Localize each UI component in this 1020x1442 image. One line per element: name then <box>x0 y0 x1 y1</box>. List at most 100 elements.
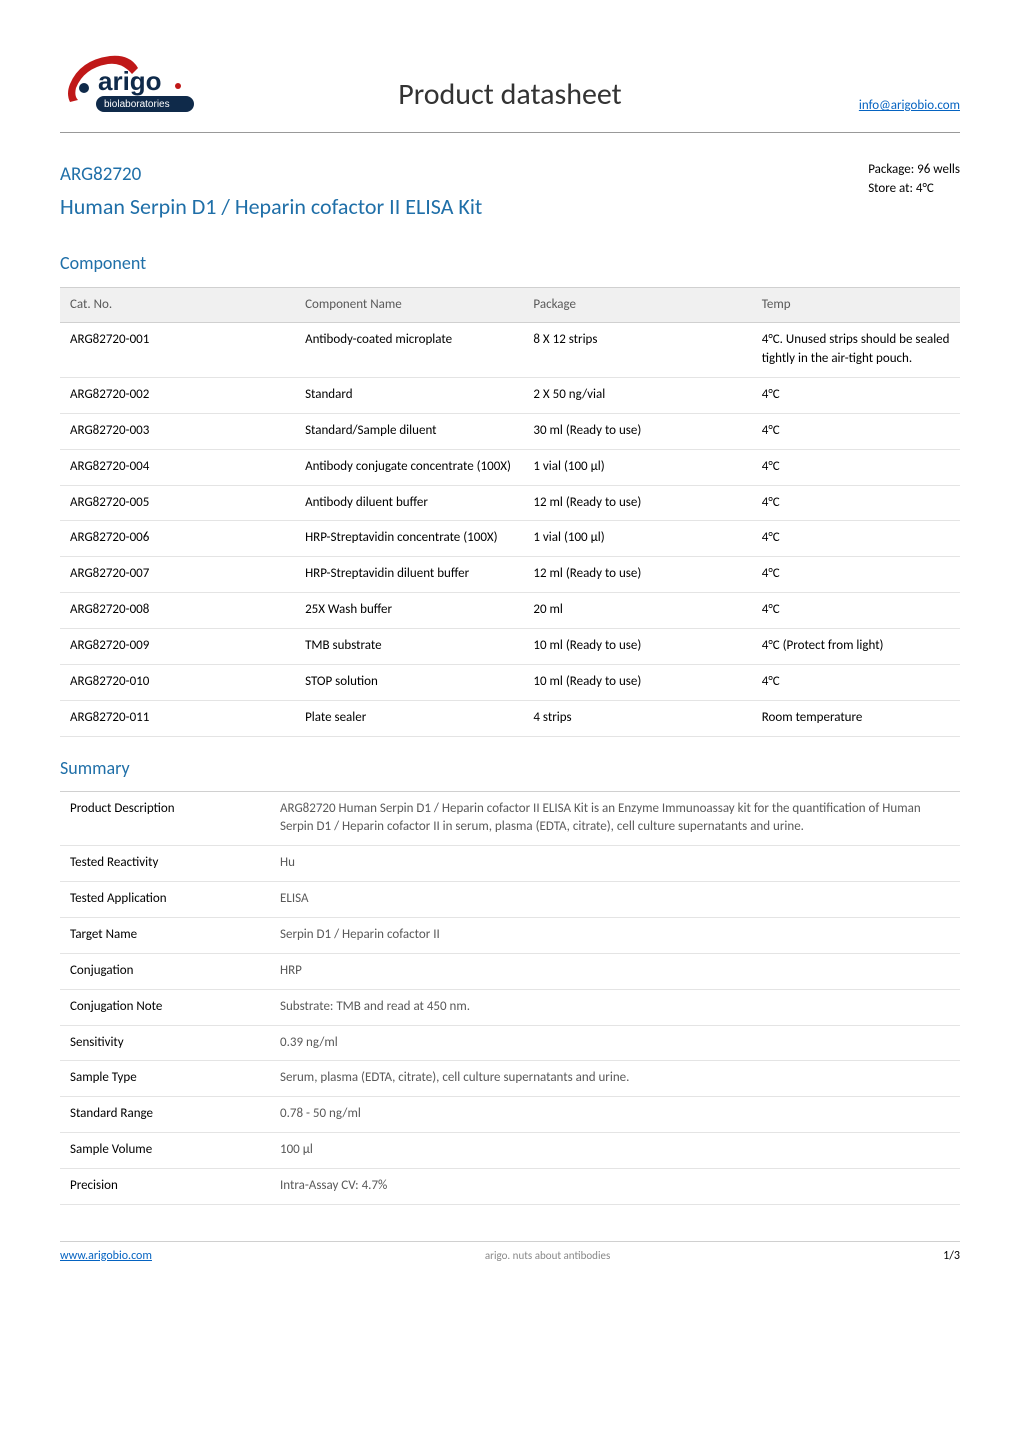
summary-value: 0.39 ng/ml <box>270 1025 960 1061</box>
table-cell: 10 ml (Ready to use) <box>523 664 751 700</box>
table-row: ARG82720-011Plate sealer4 stripsRoom tem… <box>60 700 960 736</box>
product-title-block: ARG82720 Human Serpin D1 / Heparin cofac… <box>60 161 482 222</box>
table-row: Sample Volume100 µl <box>60 1133 960 1169</box>
summary-label: Tested Reactivity <box>60 846 270 882</box>
table-cell: 20 ml <box>523 593 751 629</box>
table-row: ARG82720-00825X Wash buffer20 ml4°C <box>60 593 960 629</box>
page-header: arigo biolaboratories Product datasheet … <box>60 50 960 133</box>
table-cell: TMB substrate <box>295 628 523 664</box>
table-row: Product DescriptionARG82720 Human Serpin… <box>60 791 960 846</box>
table-cell: 4 strips <box>523 700 751 736</box>
table-cell: 4°C <box>752 593 960 629</box>
summary-value: 100 µl <box>270 1133 960 1169</box>
logo-svg: arigo biolaboratories <box>60 50 210 120</box>
table-cell: 30 ml (Ready to use) <box>523 413 751 449</box>
svg-text:arigo: arigo <box>98 66 162 96</box>
summary-table: Product DescriptionARG82720 Human Serpin… <box>60 791 960 1205</box>
table-cell: Plate sealer <box>295 700 523 736</box>
table-row: ARG82720-007HRP-Streptavidin diluent buf… <box>60 557 960 593</box>
table-cell: Antibody-coated microplate <box>295 323 523 378</box>
table-row: ARG82720-004Antibody conjugate concentra… <box>60 449 960 485</box>
table-cell: HRP-Streptavidin concentrate (100X) <box>295 521 523 557</box>
footer-page: 1/3 <box>943 1248 960 1265</box>
section-title-summary: Summary <box>60 755 960 781</box>
summary-value: Substrate: TMB and read at 450 nm. <box>270 989 960 1025</box>
table-row: ARG82720-006HRP-Streptavidin concentrate… <box>60 521 960 557</box>
summary-value: Serum, plasma (EDTA, citrate), cell cult… <box>270 1061 960 1097</box>
summary-label: Sample Type <box>60 1061 270 1097</box>
col-header-catno: Cat. No. <box>60 287 295 323</box>
table-cell: ARG82720-002 <box>60 378 295 414</box>
table-cell: 4°C <box>752 449 960 485</box>
summary-label: Conjugation Note <box>60 989 270 1025</box>
product-code: ARG82720 <box>60 161 482 189</box>
package-info: Package: 96 wells Store at: 4°C <box>868 161 960 199</box>
email-link[interactable]: info@arigobio.com <box>810 97 960 120</box>
table-cell: 1 vial (100 µl) <box>523 449 751 485</box>
summary-value: Serpin D1 / Heparin cofactor II <box>270 917 960 953</box>
summary-value: Hu <box>270 846 960 882</box>
summary-value: 0.78 - 50 ng/ml <box>270 1097 960 1133</box>
table-row: Target NameSerpin D1 / Heparin cofactor … <box>60 917 960 953</box>
table-cell: 1 vial (100 µl) <box>523 521 751 557</box>
table-cell: 4°C <box>752 485 960 521</box>
table-cell: STOP solution <box>295 664 523 700</box>
summary-label: Product Description <box>60 791 270 846</box>
table-cell: Room temperature <box>752 700 960 736</box>
page-footer: www.arigobio.com arigo. nuts about antib… <box>60 1241 960 1265</box>
table-row: ARG82720-010STOP solution10 ml (Ready to… <box>60 664 960 700</box>
table-cell: 4°C. Unused strips should be sealed tigh… <box>752 323 960 378</box>
col-header-temp: Temp <box>752 287 960 323</box>
table-row: Tested ApplicationELISA <box>60 882 960 918</box>
table-cell: 8 X 12 strips <box>523 323 751 378</box>
table-cell: 4°C <box>752 413 960 449</box>
table-row: ConjugationHRP <box>60 953 960 989</box>
table-cell: ARG82720-008 <box>60 593 295 629</box>
col-header-name: Component Name <box>295 287 523 323</box>
table-row: ARG82720-002Standard2 X 50 ng/vial4°C <box>60 378 960 414</box>
component-table: Cat. No. Component Name Package Temp ARG… <box>60 287 960 737</box>
table-row: Conjugation NoteSubstrate: TMB and read … <box>60 989 960 1025</box>
product-name: Human Serpin D1 / Heparin cofactor II EL… <box>60 191 482 223</box>
table-cell: 4°C <box>752 664 960 700</box>
storage-line: Store at: 4°C <box>868 180 960 199</box>
table-cell: 12 ml (Ready to use) <box>523 485 751 521</box>
table-row: ARG82720-009TMB substrate10 ml (Ready to… <box>60 628 960 664</box>
table-cell: 4°C (Protect from light) <box>752 628 960 664</box>
table-cell: HRP-Streptavidin diluent buffer <box>295 557 523 593</box>
svg-text:biolaboratories: biolaboratories <box>104 99 170 110</box>
summary-value: Intra-Assay CV: 4.7% <box>270 1168 960 1204</box>
table-cell: ARG82720-004 <box>60 449 295 485</box>
footer-url[interactable]: www.arigobio.com <box>60 1248 152 1265</box>
brand-logo: arigo biolaboratories <box>60 50 210 120</box>
table-row: ARG82720-003Standard/Sample diluent30 ml… <box>60 413 960 449</box>
product-header: ARG82720 Human Serpin D1 / Heparin cofac… <box>60 161 960 222</box>
summary-value: ARG82720 Human Serpin D1 / Heparin cofac… <box>270 791 960 846</box>
summary-label: Target Name <box>60 917 270 953</box>
table-cell: ARG82720-011 <box>60 700 295 736</box>
summary-value: HRP <box>270 953 960 989</box>
table-cell: ARG82720-005 <box>60 485 295 521</box>
table-cell: ARG82720-006 <box>60 521 295 557</box>
table-cell: Standard/Sample diluent <box>295 413 523 449</box>
table-cell: ARG82720-003 <box>60 413 295 449</box>
summary-value: ELISA <box>270 882 960 918</box>
table-cell: 4°C <box>752 521 960 557</box>
table-row: ARG82720-001Antibody-coated microplate8 … <box>60 323 960 378</box>
summary-label: Standard Range <box>60 1097 270 1133</box>
summary-label: Sample Volume <box>60 1133 270 1169</box>
summary-label: Tested Application <box>60 882 270 918</box>
section-title-component: Component <box>60 250 960 276</box>
table-row: Sample TypeSerum, plasma (EDTA, citrate)… <box>60 1061 960 1097</box>
footer-slogan: arigo. nuts about antibodies <box>485 1248 610 1264</box>
table-cell: Antibody conjugate concentrate (100X) <box>295 449 523 485</box>
table-cell: 25X Wash buffer <box>295 593 523 629</box>
table-row: ARG82720-005Antibody diluent buffer12 ml… <box>60 485 960 521</box>
table-row: Tested ReactivityHu <box>60 846 960 882</box>
table-cell: 10 ml (Ready to use) <box>523 628 751 664</box>
table-row: PrecisionIntra-Assay CV: 4.7% <box>60 1168 960 1204</box>
summary-label: Sensitivity <box>60 1025 270 1061</box>
table-cell: 12 ml (Ready to use) <box>523 557 751 593</box>
table-cell: 2 X 50 ng/vial <box>523 378 751 414</box>
table-cell: ARG82720-007 <box>60 557 295 593</box>
